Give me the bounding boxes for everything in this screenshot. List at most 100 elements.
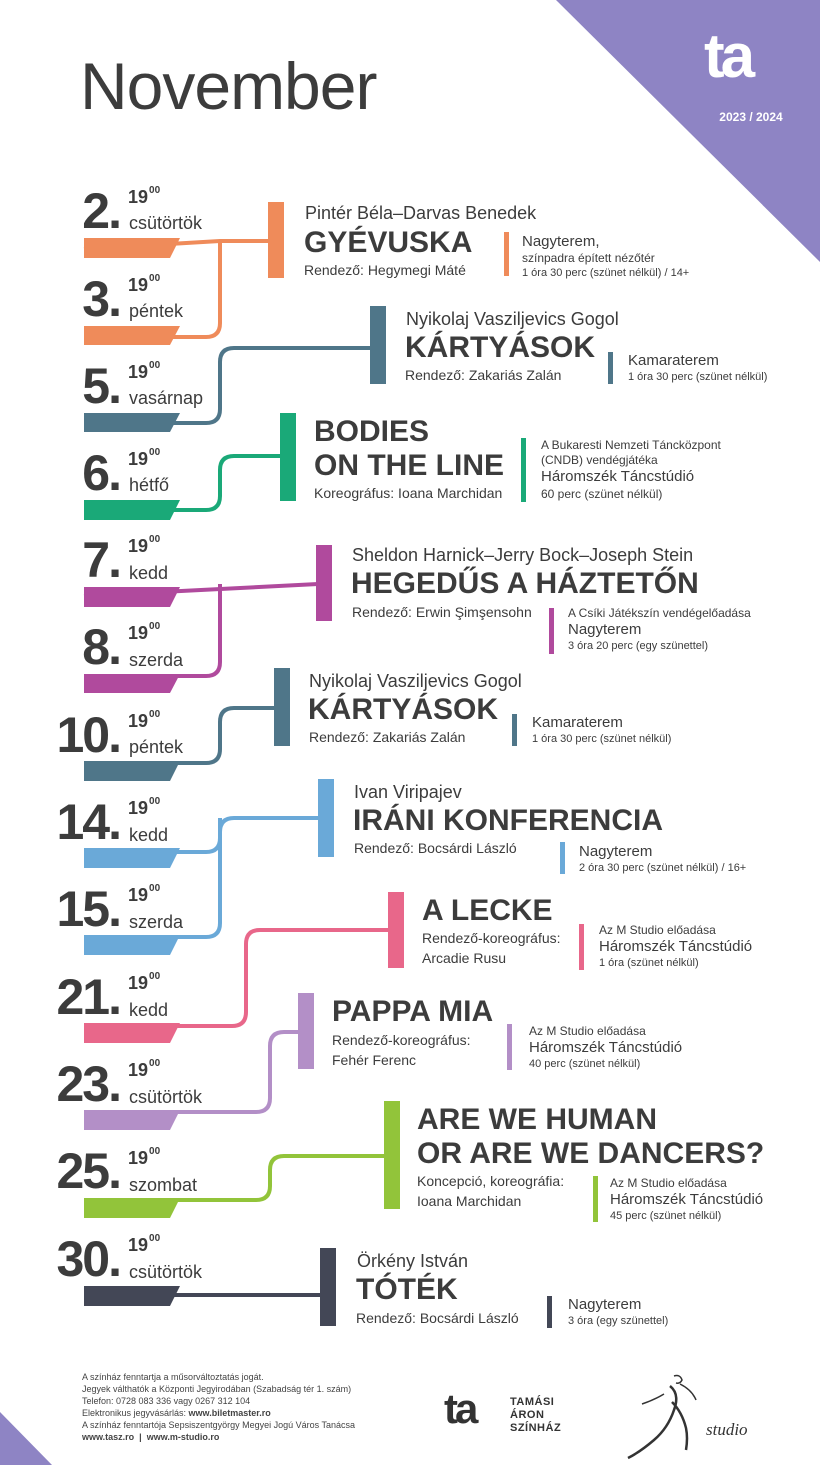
show-venue: A Bukaresti Nemzeti Táncközpont (CNDB) v… xyxy=(541,438,721,502)
venue-bar-9 xyxy=(593,1176,598,1222)
biletmaster-link[interactable]: www.biletmaster.ro xyxy=(188,1408,271,1418)
show-title: ARE WE HUMAN xyxy=(417,1103,657,1136)
venue-bar-7 xyxy=(579,924,584,970)
date-day: 14. xyxy=(56,794,122,850)
show-title: IRÁNI KONFERENCIA xyxy=(353,804,664,837)
venue-bar-8 xyxy=(507,1024,512,1070)
show-venue: Kamaraterem 1 óra 30 perc (szünet nélkül… xyxy=(628,352,767,385)
show-venue: A Csíki Játékszín vendégelőadása Nagyter… xyxy=(568,606,751,654)
venue-presenter: Az M Studio előadása xyxy=(529,1024,646,1038)
show-author: Nyikolaj Vasziljevics Gogol xyxy=(406,309,619,329)
venue-duration: 2 óra 30 perc (szünet nélkül) / 16+ xyxy=(579,862,747,874)
purple-bottom-triangle xyxy=(0,1412,52,1465)
venue-duration: 45 perc (szünet nélkül) xyxy=(610,1210,722,1222)
show-director: Rendező: Erwin Şimşensohn xyxy=(352,604,532,620)
show-venue: Az M Studio előadása Háromszék Táncstúdi… xyxy=(610,1176,763,1224)
venue-duration: 3 óra (egy szünettel) xyxy=(568,1315,669,1327)
date-day: 2. xyxy=(82,183,122,239)
date-day: 6. xyxy=(82,445,122,501)
date-day: 25. xyxy=(56,1143,122,1199)
show-venue: Nagyterem, színpadra épített nézőtér 1 ó… xyxy=(522,233,689,281)
date-bar-23 xyxy=(84,1110,180,1130)
show-title: TÓTÉK xyxy=(356,1273,458,1306)
show-director: Rendező-koreográfus: xyxy=(332,1032,471,1048)
show-title: HEGEDŰS A HÁZTETŐN xyxy=(351,567,699,600)
venue-duration: 3 óra 20 perc (egy szünettel) xyxy=(568,640,709,652)
tasz-logo-name: TAMÁSI ÁRON SZÍNHÁZ xyxy=(510,1396,562,1434)
date-bar-5 xyxy=(84,413,180,432)
date-bar-7 xyxy=(84,587,180,607)
bar-totek xyxy=(320,1248,336,1326)
date-day: 30. xyxy=(56,1231,122,1287)
show-title-line2: OR ARE WE DANCERS? xyxy=(417,1137,765,1170)
date-time: 1900 xyxy=(128,796,161,818)
date-weekday: kedd xyxy=(129,825,169,845)
date-time: 1900 xyxy=(128,447,161,469)
date-bar-15 xyxy=(84,935,180,955)
venue-presenter: Az M Studio előadása xyxy=(610,1176,727,1190)
date-weekday: csütörtök xyxy=(129,1087,203,1107)
show-author: Ivan Viripajev xyxy=(354,782,462,802)
m-studio-logo: studio xyxy=(624,1372,764,1467)
show-director: Rendező: Hegymegi Máté xyxy=(304,262,466,278)
show-venue: Az M Studio előadása Háromszék Táncstúdi… xyxy=(529,1024,682,1072)
venue-name: Háromszék Táncstúdió xyxy=(599,938,753,955)
bar-hegedus xyxy=(316,545,332,621)
show-director: Rendező: Bocsárdi László xyxy=(354,840,517,856)
venue-name: Kamaraterem xyxy=(532,714,623,731)
bar-gyevuska xyxy=(268,202,284,278)
date-bar-2 xyxy=(84,238,180,258)
date-time: 1900 xyxy=(128,534,161,556)
date-weekday: vasárnap xyxy=(129,388,204,408)
show-director-name: Fehér Ferenc xyxy=(332,1052,417,1068)
bar-pappa xyxy=(298,993,314,1069)
venue-note: színpadra épített nézőtér xyxy=(522,251,655,265)
venue-name: Nagyterem xyxy=(568,621,642,638)
date-weekday: péntek xyxy=(129,737,184,757)
venue-name: Kamaraterem xyxy=(628,352,719,369)
venue-presenter: A Bukaresti Nemzeti Táncközpont xyxy=(541,438,721,452)
venue-name: Nagyterem xyxy=(568,1296,642,1313)
bar-lecke xyxy=(388,892,404,968)
venue-bar-5 xyxy=(512,714,517,746)
show-title: KÁRTYÁSOK xyxy=(308,693,499,726)
date-time: 1900 xyxy=(128,621,161,643)
show-director: Koncepció, koreográfia: xyxy=(417,1173,565,1189)
date-day: 21. xyxy=(56,969,122,1025)
venue-bar-6 xyxy=(560,842,565,874)
show-author: Sheldon Harnick–Jerry Bock–Joseph Stein xyxy=(352,545,694,565)
footer-line: Telefon: 0728 083 336 vagy 0267 312 104 xyxy=(82,1396,251,1406)
show-title-line2: ON THE LINE xyxy=(314,449,505,482)
tamasi-aron-logo: ta TAMÁSI ÁRON SZÍNHÁZ xyxy=(444,1388,561,1435)
page-title: November xyxy=(80,49,377,123)
date-bar-14 xyxy=(84,848,180,868)
venue-name: Háromszék Táncstúdió xyxy=(529,1039,683,1056)
bar-irani xyxy=(318,779,334,857)
venue-presenter: Az M Studio előadása xyxy=(599,923,716,937)
date-day: 7. xyxy=(82,532,122,588)
footer-line: A színház fenntartója Sepsiszentgyörgy M… xyxy=(82,1420,355,1430)
show-title: GYÉVUSKA xyxy=(304,226,473,259)
show-title: BODIES xyxy=(314,415,430,448)
show-title: KÁRTYÁSOK xyxy=(405,331,596,364)
venue-name: Nagyterem, xyxy=(522,233,600,250)
m-studio-dancer-icon xyxy=(627,1374,697,1460)
date-bar-10 xyxy=(84,761,180,781)
bar-kartyasok-2 xyxy=(274,668,290,746)
date-weekday: csütörtök xyxy=(129,213,203,233)
footer-links[interactable]: www.tasz.ro | www.m-studio.ro xyxy=(82,1432,220,1442)
date-time: 1900 xyxy=(128,273,161,295)
venue-duration: 1 óra (szünet nélkül) xyxy=(599,957,699,969)
show-title: PAPPA MIA xyxy=(332,995,494,1028)
bar-kartyasok-1 xyxy=(370,306,386,384)
venue-bar-1 xyxy=(504,232,509,276)
date-weekday: szerda xyxy=(129,650,184,670)
show-author: Örkény István xyxy=(357,1251,469,1271)
show-director: Koreográfus: Ioana Marchidan xyxy=(314,485,503,501)
bar-human xyxy=(384,1101,400,1209)
show-author: Pintér Béla–Darvas Benedek xyxy=(305,203,537,223)
date-time: 1900 xyxy=(128,883,161,905)
show-director-name: Ioana Marchidan xyxy=(417,1193,522,1209)
footer-line: A színház fenntartja a műsorváltoztatás … xyxy=(82,1372,264,1382)
venue-bar-10 xyxy=(547,1296,552,1328)
